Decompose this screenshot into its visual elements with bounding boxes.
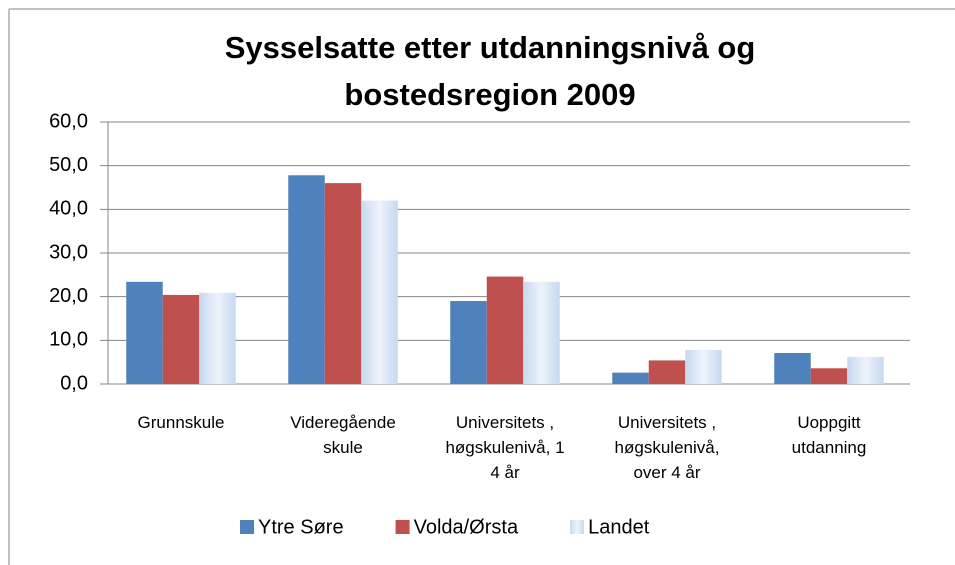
x-tick-label: Universitets , høgskulenivå, over 4 år: [615, 413, 720, 482]
text-line: bostedsregion 2009: [344, 77, 635, 112]
text-line: utdanning: [792, 438, 867, 457]
legend-label: Volda/Ørsta: [414, 516, 519, 538]
y-tick-label: 50,0: [49, 154, 88, 176]
legend-label: Ytre Søre: [258, 516, 344, 538]
y-tick-label: 40,0: [49, 198, 88, 220]
bar: [324, 183, 362, 384]
bar: [361, 200, 398, 384]
x-tick-label: Uoppgitt utdanning: [792, 413, 867, 457]
text-line: Universitets ,: [618, 413, 716, 432]
bar: [612, 372, 649, 384]
y-tick-label: 60,0: [49, 110, 88, 132]
text-line: Grunnskule: [138, 413, 225, 432]
text-line: skule: [323, 438, 363, 457]
x-tick-label: Videregående skule: [290, 413, 396, 457]
x-tick-label: Grunnskule: [138, 413, 225, 432]
text-line: høgskulenivå,: [615, 438, 720, 457]
text-line: over 4 år: [633, 463, 700, 482]
legend-swatch: [570, 520, 585, 534]
y-tick-label: 20,0: [49, 285, 88, 307]
bar: [810, 368, 848, 384]
y-tick-label: 30,0: [49, 241, 88, 263]
text-line: høgskulenivå, 1: [445, 438, 564, 457]
legend-label: Landet: [588, 516, 650, 538]
bar: [450, 301, 487, 384]
legend-swatch: [395, 520, 410, 534]
text-line: Uoppgitt: [797, 413, 861, 432]
bar: [648, 360, 686, 384]
bar: [774, 352, 811, 384]
text-line: Universitets ,: [456, 413, 554, 432]
bar: [199, 292, 236, 384]
bar: [523, 281, 560, 384]
bar: [126, 281, 163, 384]
legend-swatch: [240, 520, 254, 534]
bar: [685, 349, 722, 384]
text-line: Videregående: [290, 413, 396, 432]
x-tick-label: Universitets , høgskulenivå, 1 4 år: [445, 413, 564, 482]
text-line: Sysselsatte etter utdanningsnivå og: [225, 30, 756, 65]
bar: [288, 175, 325, 384]
bar: [162, 294, 200, 384]
bar: [486, 276, 524, 384]
bar: [847, 356, 884, 384]
y-tick-label: 0,0: [60, 372, 88, 394]
text-line: 4 år: [490, 463, 520, 482]
y-tick-label: 10,0: [49, 329, 88, 351]
chart-title: Sysselsatte etter utdanningsnivå og boste…: [225, 30, 756, 112]
